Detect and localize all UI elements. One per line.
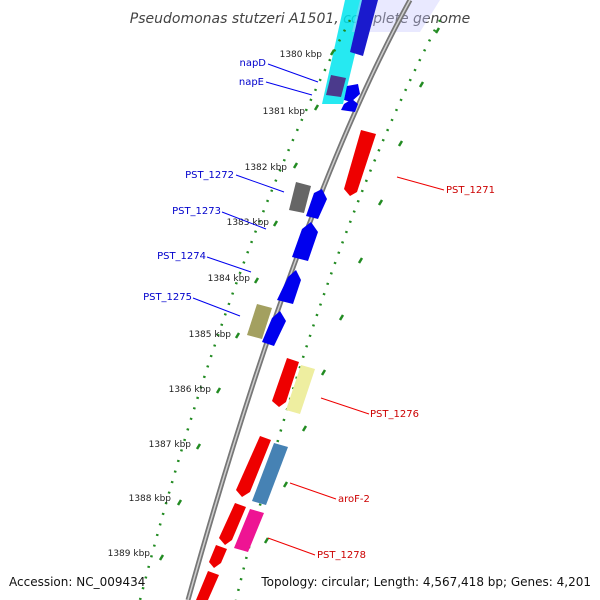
genome-backbone-highlight [187,0,411,600]
gene-label-pst-1271[interactable]: PST_1271 [446,185,495,196]
gene-feature [236,436,271,497]
gene-feature [247,304,272,339]
gene-feature [219,503,246,545]
gene-feature [341,99,358,112]
kbp-label: 1384 kbp [208,274,251,284]
gene-feature [252,443,288,505]
gene-feature [289,182,311,213]
gene-feature [292,222,318,261]
kbp-label: 1383 kbp [227,218,270,228]
left-label-connectors [192,63,319,317]
gene-feature [277,270,301,304]
right-gene-labels: PST_1271 PST_1276 aroF-2 PST_1278 [317,185,495,561]
topology-label: Topology: circular; Length: 4,567,418 bp… [260,575,591,589]
gene-label-arof-2[interactable]: aroF-2 [338,494,370,505]
gene-feature [262,311,286,346]
right-label-connectors [267,176,445,556]
accession-label: Accession: NC_009434 [9,575,145,589]
kbp-labels: 1380 kbp 1381 kbp 1382 kbp 1383 kbp 1384… [108,50,323,559]
kbp-label: 1382 kbp [245,163,288,173]
left-gene-labels: napD napE PST_1272 PST_1273 PST_1274 PST… [143,58,266,303]
gene-label-pst-1278[interactable]: PST_1278 [317,550,366,561]
gene-label-napD[interactable]: napD [239,58,266,69]
forward-strand-genes [196,130,376,600]
gene-label-pst-1273[interactable]: PST_1273 [172,206,221,217]
gene-feature [350,0,378,56]
gene-label-pst-1276[interactable]: PST_1276 [370,409,419,420]
gene-label-pst-1275[interactable]: PST_1275 [143,292,192,303]
gene-label-pst-1272[interactable]: PST_1272 [185,170,234,181]
gene-feature [306,189,327,219]
map-title: Pseudomonas stutzeri A1501, complete gen… [130,11,470,27]
gene-label-napE[interactable]: napE [239,77,264,88]
gene-feature [196,571,219,600]
kbp-label: 1385 kbp [189,330,232,340]
reverse-strand-genes [247,0,378,346]
kbp-label: 1387 kbp [149,440,192,450]
gene-feature [209,545,227,568]
genome-backbone [185,0,413,600]
kbp-label: 1386 kbp [169,385,212,395]
major-ticks [158,27,441,561]
gene-feature [326,75,346,97]
gene-feature [344,84,360,102]
kbp-label: 1389 kbp [108,549,151,559]
gene-feature [344,130,376,196]
kbp-label: 1388 kbp [129,494,172,504]
inner-tick-ring [138,19,352,600]
gene-feature [272,358,299,407]
kbp-label: 1381 kbp [263,107,306,117]
gene-feature [286,365,315,414]
outer-tick-ring [234,19,442,600]
kbp-label: 1380 kbp [280,50,323,60]
gene-label-pst-1274[interactable]: PST_1274 [157,251,206,262]
gene-feature [234,509,264,552]
